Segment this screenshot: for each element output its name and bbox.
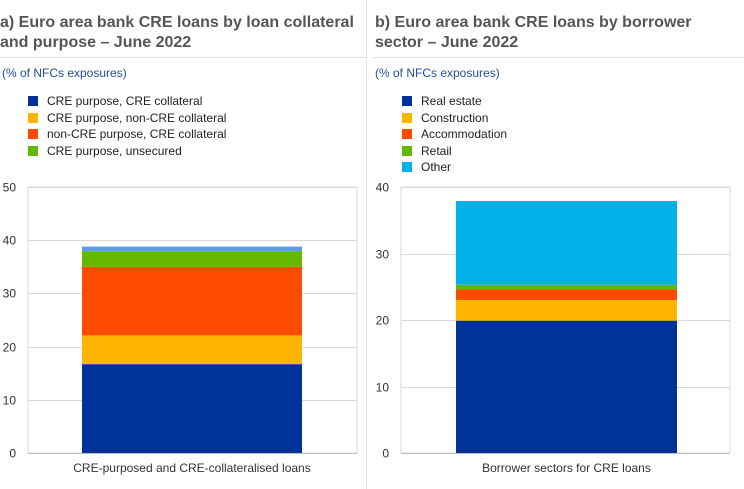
legend-swatch: [402, 145, 412, 156]
y-tick-label: 40: [376, 181, 390, 195]
chart-subtitle: (% of NFCs exposures): [375, 66, 500, 80]
y-tick-label: 20: [3, 341, 17, 355]
y-tick-label: 10: [376, 381, 390, 395]
bar-segment: [82, 335, 302, 365]
y-tick-label: 10: [3, 394, 17, 408]
y-tick-label: 20: [376, 314, 390, 328]
legend-item: non-CRE purpose, CRE collateral: [28, 126, 226, 143]
legend-swatch: [28, 145, 38, 156]
legend-label: non-CRE purpose, CRE collateral: [47, 127, 227, 142]
legend-label: Accommodation: [421, 127, 508, 142]
legend-item: Real estate: [402, 93, 507, 110]
chart-subtitle: (% of NFCs exposures): [2, 66, 127, 80]
y-tick-label: 30: [3, 287, 17, 301]
panel-divider: [366, 0, 367, 489]
legend-swatch: [402, 112, 412, 123]
legend-item: Other: [402, 159, 507, 176]
bar-segment: [456, 300, 677, 321]
bar-segment: [456, 289, 677, 301]
legend-label: Real estate: [421, 94, 482, 109]
legend-item: CRE purpose, CRE collateral: [28, 93, 226, 110]
legend-label: Retail: [421, 143, 452, 158]
bar-segment: [456, 320, 677, 453]
chart-title: a) Euro area bank CRE loans by loan coll…: [0, 14, 354, 51]
chart-panel-b: b) Euro area bank CRE loans by borrower …: [372, 0, 744, 489]
chart-legend: CRE purpose, CRE collateral CRE purpose, …: [28, 93, 226, 159]
bar-segment: [82, 266, 302, 336]
legend-label: CRE purpose, non-CRE collateral: [47, 110, 227, 125]
legend-swatch: [402, 129, 412, 140]
title-rule: [0, 57, 366, 58]
legend-item: CRE purpose, non-CRE collateral: [28, 110, 226, 127]
legend-swatch: [28, 129, 38, 140]
bar-segment: [82, 246, 302, 252]
chart-plot-b: 0 10 20 30 40 Borrower sectors for CRE loans: [376, 181, 731, 475]
legend-swatch: [402, 96, 412, 107]
y-tick-label: 50: [3, 181, 17, 195]
legend-label: Other: [421, 160, 452, 175]
y-tick-label: 30: [376, 248, 390, 262]
chart-legend: Real estate Construction Accommodation Reta…: [402, 93, 507, 176]
legend-item: Construction: [402, 110, 507, 127]
chart-title: b) Euro area bank CRE loans by borrower …: [375, 14, 692, 51]
bar-segment: [456, 200, 677, 285]
legend-item: CRE purpose, unsecured: [28, 143, 226, 160]
bar-segment: [82, 251, 302, 267]
y-tick-label: 0: [382, 447, 389, 461]
bar-segment: [82, 364, 302, 453]
x-category-label: CRE-purposed and CRE-collateralised loan…: [73, 461, 310, 475]
legend-item: Retail: [402, 143, 507, 160]
y-tick-label: 0: [9, 447, 16, 461]
title-rule: [372, 57, 744, 58]
legend-label: Construction: [421, 110, 489, 125]
bar-segment: [456, 284, 677, 290]
chart-panel-a: a) Euro area bank CRE loans by loan coll…: [0, 14, 366, 475]
legend-label: CRE purpose, unsecured: [47, 143, 182, 158]
legend-item: Accommodation: [402, 126, 507, 143]
legend-swatch: [402, 162, 412, 173]
chart-plot-a: 0 10 20 30 40 50 CRE-purposed and CRE-collater…: [3, 181, 358, 475]
x-category-label: Borrower sectors for CRE loans: [482, 461, 651, 475]
legend-label: CRE purpose, CRE collateral: [47, 94, 203, 109]
y-tick-label: 40: [3, 234, 17, 248]
legend-swatch: [28, 96, 38, 107]
legend-swatch: [28, 112, 38, 123]
